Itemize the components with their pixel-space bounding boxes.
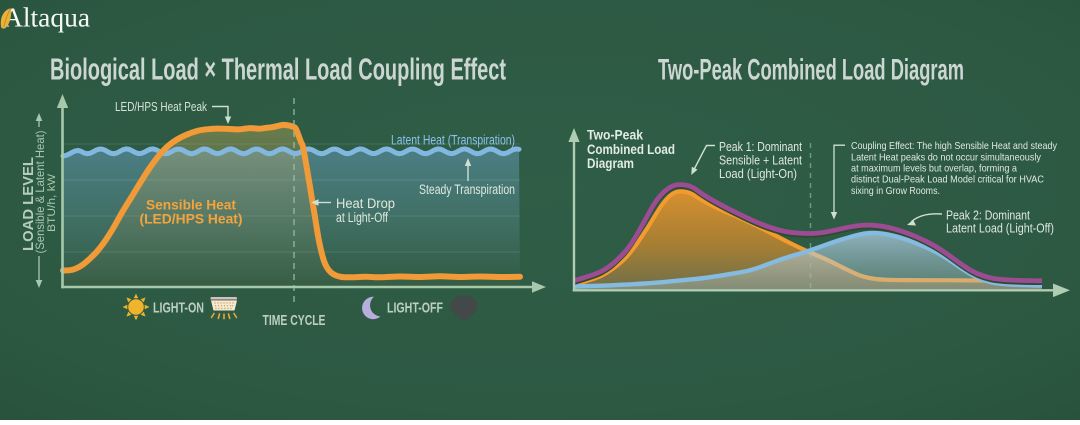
svg-text:Two-Peak Combined Load Diagram: Two-Peak Combined Load Diagram (658, 54, 964, 87)
svg-text:at maximum levels but overlap,: at maximum levels but overlap, forming a (851, 163, 1017, 175)
svg-text:Altaqua: Altaqua (3, 2, 90, 33)
svg-text:LIGHT-OFF: LIGHT-OFF (387, 300, 443, 317)
svg-text:LIGHT-ON: LIGHT-ON (153, 300, 204, 317)
svg-text:Load (Light-On): Load (Light-On) (719, 167, 797, 181)
svg-text:Combined Load: Combined Load (587, 141, 675, 157)
svg-text:(LED/HPS Heat): (LED/HPS Heat) (140, 212, 243, 227)
svg-text:TIME CYCLE: TIME CYCLE (263, 313, 326, 329)
svg-text:Steady Transpiration: Steady Transpiration (419, 182, 515, 197)
svg-text:Two-Peak: Two-Peak (587, 127, 643, 143)
svg-text:BTU/h, kW: BTU/h, kW (46, 173, 58, 232)
svg-text:Peak 2: Dominant: Peak 2: Dominant (946, 208, 1030, 223)
svg-text:Sensible + Latent: Sensible + Latent (719, 154, 802, 168)
svg-text:LOAD LEVEL: LOAD LEVEL (20, 157, 37, 251)
svg-text:LED/HPS Heat Peak: LED/HPS Heat Peak (115, 99, 207, 114)
svg-text:Latent Load (Light-Off): Latent Load (Light-Off) (946, 221, 1054, 236)
svg-text:Peak 1: Dominant: Peak 1: Dominant (719, 140, 802, 154)
svg-text:Coupling Effect: The high Sens: Coupling Effect: The high Sensible Heat … (851, 140, 1058, 152)
svg-text:distinct Dual-Peak Load Model: distinct Dual-Peak Load Model critical f… (851, 174, 1044, 186)
svg-text:Biological Load × Thermal Load: Biological Load × Thermal Load Coupling … (50, 52, 506, 87)
svg-text:Heat Drop: Heat Drop (336, 196, 395, 211)
svg-text:sixing in Grow Rooms.: sixing in Grow Rooms. (851, 185, 940, 197)
svg-text:at Light-Off: at Light-Off (336, 210, 388, 225)
svg-text:Latent Heat peaks do not occur: Latent Heat peaks do not occur simultane… (851, 151, 1042, 163)
svg-text:Sensible Heat: Sensible Heat (146, 198, 237, 213)
svg-text:(Sensible & Latent Heat): (Sensible & Latent Heat) (33, 131, 47, 254)
svg-text:Latent Heat (Transpiration): Latent Heat (Transpiration) (391, 133, 515, 148)
svg-text:Diagram: Diagram (587, 155, 634, 171)
